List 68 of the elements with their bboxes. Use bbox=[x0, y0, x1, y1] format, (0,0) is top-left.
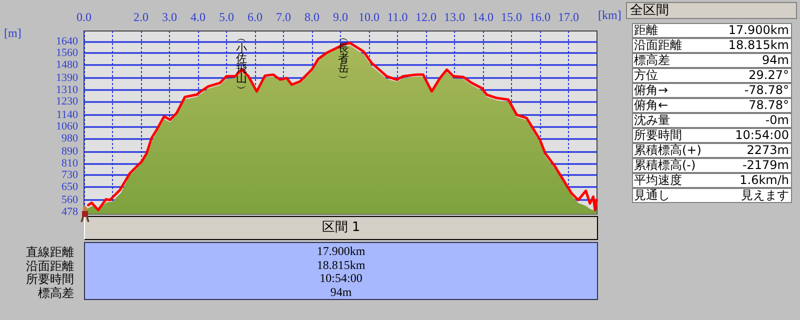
y-tick-label: 810 bbox=[62, 157, 78, 170]
text: 29.27° bbox=[748, 68, 789, 82]
x-tick-label: 6.0 bbox=[248, 10, 262, 24]
x-tick-label: 4.0 bbox=[190, 10, 206, 24]
text: 1.6km/h bbox=[740, 173, 789, 187]
text: 17.900km bbox=[316, 244, 366, 259]
y-axis-title: [m] bbox=[4, 26, 22, 40]
text: 平均速度 bbox=[634, 173, 682, 187]
text: 所要時間 bbox=[634, 128, 682, 142]
x-tick-label: 13.0 bbox=[444, 10, 465, 24]
x-tick-label: 2.0 bbox=[134, 10, 148, 24]
text: -0m bbox=[765, 113, 789, 127]
text: 沿面距離 bbox=[634, 38, 682, 52]
text: 17.900km bbox=[728, 23, 789, 37]
text: -78.78° bbox=[744, 83, 789, 97]
y-tick-label: 1230 bbox=[56, 96, 78, 108]
text: 標高差 bbox=[634, 53, 670, 67]
x-tick-label: 14.0 bbox=[472, 10, 494, 24]
text: 標高差 bbox=[38, 285, 74, 302]
text: -2179m bbox=[742, 158, 789, 172]
x-tick-label: 7.0 bbox=[276, 10, 291, 24]
text: 18.815km bbox=[316, 258, 366, 272]
text: 沈み量 bbox=[634, 113, 670, 127]
text: 累積標高(-) bbox=[634, 158, 696, 172]
y-tick-label: 730 bbox=[62, 169, 78, 182]
y-tick-label: 478 bbox=[62, 206, 78, 218]
x-tick-label: 15.0 bbox=[501, 10, 522, 24]
x-tick-label: 17.0 bbox=[558, 10, 579, 24]
x-tick-label: 8.0 bbox=[304, 10, 320, 24]
x-tick-label: 5.0 bbox=[219, 10, 234, 24]
text: 累積標高(+) bbox=[634, 143, 702, 157]
text: 沿面距離 bbox=[26, 258, 74, 273]
text: 78.78° bbox=[748, 98, 789, 112]
text: 区間 1 bbox=[84, 216, 598, 240]
text: 俯角→ bbox=[634, 83, 668, 97]
y-tick-label: 1060 bbox=[56, 120, 78, 133]
y-tick-label: 650 bbox=[62, 180, 78, 193]
y-tick-label: 560 bbox=[62, 194, 78, 206]
x-axis-title: [km] bbox=[598, 8, 622, 22]
y-tick-label: 1480 bbox=[56, 58, 78, 71]
y-tick-label: 1310 bbox=[56, 84, 78, 96]
text: 距離 bbox=[634, 23, 658, 37]
text: 10:54:00 bbox=[735, 128, 789, 142]
y-tick-label: 890 bbox=[62, 146, 78, 158]
text: 94m bbox=[762, 53, 789, 67]
text: 2273m bbox=[746, 143, 789, 157]
text: 94m bbox=[329, 284, 353, 300]
text: 見通し bbox=[634, 188, 670, 202]
x-tick-label: 11.0 bbox=[387, 10, 408, 24]
y-tick-label: 980 bbox=[62, 132, 78, 144]
y-tick-label: 1390 bbox=[56, 72, 78, 84]
text: 所要時間 bbox=[26, 272, 74, 286]
x-tick-label: 9.0 bbox=[333, 10, 348, 24]
y-tick-label: 1140 bbox=[56, 108, 78, 121]
y-tick-label: 1640 bbox=[56, 35, 78, 48]
x-tick-label: 0.0 bbox=[76, 10, 92, 24]
text: 18.815km bbox=[728, 38, 789, 52]
text: 10:54:00 bbox=[318, 271, 364, 286]
x-tick-label: 12.0 bbox=[416, 10, 436, 24]
x-tick-label: 3.0 bbox=[162, 10, 177, 24]
text: 全区間 bbox=[626, 2, 797, 19]
text: 直線距離 bbox=[26, 244, 74, 260]
text: 見えます bbox=[741, 188, 789, 202]
x-tick-label: 10.0 bbox=[358, 10, 380, 24]
x-tick-label: 16.0 bbox=[530, 10, 550, 24]
text: 俯角← bbox=[634, 98, 668, 112]
text: 方位 bbox=[634, 68, 658, 82]
y-tick-label: 1560 bbox=[56, 47, 78, 60]
